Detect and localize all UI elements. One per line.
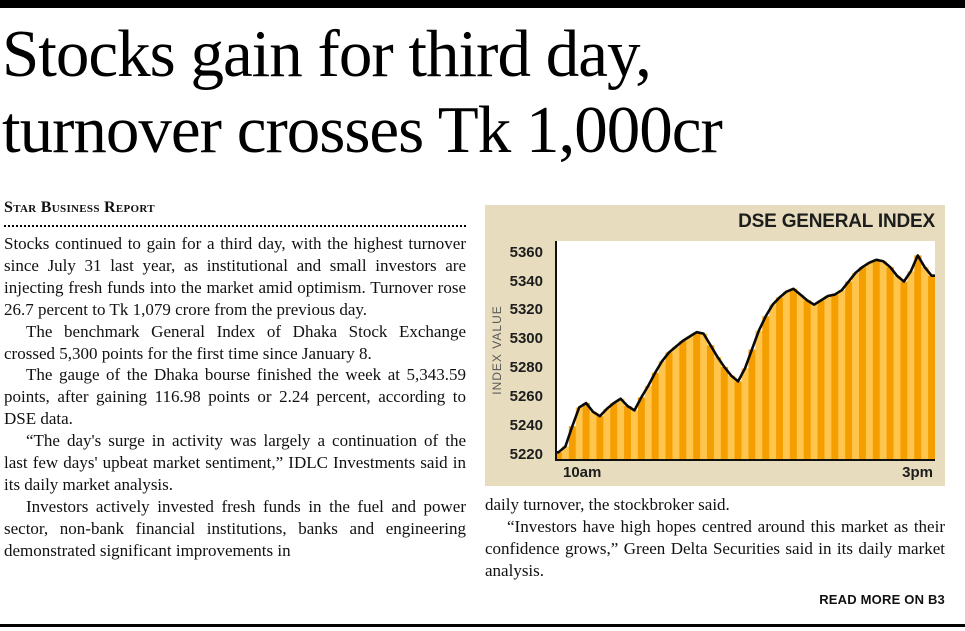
paragraph: Investors actively invested fresh funds … [4, 496, 466, 560]
top-rule [0, 0, 965, 8]
read-more-link[interactable]: READ MORE ON B3 [819, 591, 945, 607]
byline: Star Business Report [4, 199, 155, 216]
right-column-body: daily turnover, the stockbroker said. “I… [485, 494, 945, 582]
headline-line-2: turnover crosses Tk 1,000cr [2, 93, 723, 167]
bottom-rule [0, 624, 965, 627]
y-tick-label: 5240 [509, 417, 543, 435]
paragraph: Stocks continued to gain for a third day… [4, 234, 466, 319]
x-tick-label: 10am [563, 464, 602, 481]
headline-line-1: Stocks gain for third day, [2, 17, 652, 91]
headline: Stocks gain for third day, turnover cros… [2, 16, 962, 168]
chart-title: DSE GENERAL INDEX [738, 211, 935, 232]
x-tick-label: 3pm [902, 464, 933, 481]
y-tick-label: 5260 [509, 388, 543, 406]
paragraph: “Investors have high hopes centred aroun… [485, 516, 945, 580]
paragraph: “The day's surge in activity was largely… [4, 431, 466, 494]
left-column: Star Business Report Stocks continued to… [4, 199, 466, 562]
y-tick-label: 5300 [509, 330, 543, 348]
right-column: daily turnover, the stockbroker said. “I… [485, 494, 945, 607]
paragraph: daily turnover, the stockbroker said. [485, 495, 730, 514]
paragraph: The gauge of the Dhaka bourse finished t… [4, 365, 466, 429]
dotted-divider [4, 225, 466, 227]
y-tick-label: 5220 [509, 446, 543, 464]
y-tick-label: 5280 [509, 359, 543, 377]
chart-plot-area [553, 241, 937, 461]
y-tick-label: 5340 [509, 272, 543, 290]
y-tick-label: 5360 [509, 243, 543, 261]
chart-svg [553, 241, 937, 461]
y-axis-ticks: 5360 5340 5320 5300 5280 5260 5240 5220 [485, 241, 549, 464]
dse-index-chart: DSE GENERAL INDEX INDEX VALUE 5360 5340 53… [485, 205, 945, 486]
x-axis-ticks: 10am 3pm [555, 464, 935, 484]
paragraph: The benchmark General Index of Dhaka Sto… [4, 321, 466, 363]
left-column-body: Stocks continued to gain for a third day… [4, 233, 466, 562]
y-tick-label: 5320 [509, 301, 543, 319]
